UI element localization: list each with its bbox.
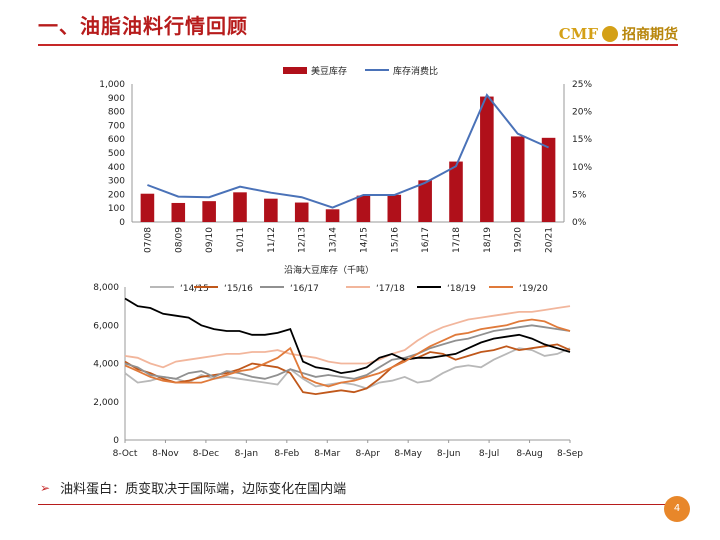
x-tick-label: 8-Apr bbox=[356, 449, 381, 459]
series-line bbox=[124, 297, 571, 375]
x-tick-label: 8-Feb bbox=[274, 449, 299, 459]
legend-label-line: ‘16/17 bbox=[290, 284, 319, 294]
x-tick-label: 15/16 bbox=[390, 227, 400, 253]
y-tick-label: 8,000 bbox=[93, 283, 119, 293]
y-tick-label-left: 100 bbox=[108, 204, 125, 214]
bar-stock bbox=[356, 195, 371, 222]
bar-stock bbox=[418, 180, 432, 222]
x-tick-label: 8-Jan bbox=[235, 449, 258, 459]
x-tick-label: 08/09 bbox=[174, 227, 184, 253]
x-tick-label: 20/21 bbox=[545, 227, 555, 253]
y-tick-label: 4,000 bbox=[93, 360, 119, 370]
legend-swatch-bar bbox=[283, 67, 307, 74]
y-tick-label-left: 1,000 bbox=[99, 80, 125, 90]
series-line bbox=[124, 324, 571, 380]
y-tick-label-left: 400 bbox=[108, 163, 125, 173]
bar-stock bbox=[387, 194, 402, 222]
y-tick-label-left: 500 bbox=[108, 149, 125, 159]
x-tick-label: 8-May bbox=[394, 449, 422, 459]
y-tick-label-left: 900 bbox=[108, 94, 125, 104]
page-number: 4 bbox=[664, 496, 690, 522]
y-tick-label-left: 600 bbox=[108, 135, 125, 145]
x-tick-label: 14/15 bbox=[359, 227, 369, 253]
y-tick-label-right: 20% bbox=[572, 108, 592, 118]
bar-stock bbox=[202, 201, 216, 222]
x-tick-label: 8-Dec bbox=[193, 449, 219, 459]
bullet-point: ➢ 油料蛋白：质变取决于国际端，边际变化在国内端 bbox=[40, 478, 347, 498]
y-tick-label-right: 10% bbox=[572, 163, 592, 173]
bar-stock bbox=[449, 161, 463, 222]
series-line bbox=[124, 347, 571, 390]
x-tick-label: 07/08 bbox=[143, 227, 153, 253]
series-line bbox=[124, 305, 571, 369]
x-tick-label: 8-Mar bbox=[314, 449, 340, 459]
y-tick-label-right: 15% bbox=[572, 135, 592, 145]
x-tick-label: 10/11 bbox=[236, 227, 246, 253]
legend-label-line: ‘17/18 bbox=[376, 284, 405, 294]
brand-logo: CMF 招商期货 bbox=[559, 24, 678, 44]
legend-label-bar: 美豆库存 bbox=[311, 65, 347, 77]
x-tick-label: 16/17 bbox=[421, 227, 431, 253]
legend-label-line: ‘15/16 bbox=[224, 284, 253, 294]
x-tick-label: 18/19 bbox=[483, 227, 493, 253]
bar-stock bbox=[541, 137, 556, 222]
title-rule bbox=[38, 44, 678, 46]
bar-stock bbox=[480, 96, 494, 222]
bar-stock bbox=[171, 202, 186, 222]
bar-stock bbox=[233, 192, 247, 222]
x-tick-label: 19/20 bbox=[514, 227, 524, 253]
x-tick-label: 8-Aug bbox=[516, 449, 542, 459]
y-tick-label-left: 300 bbox=[108, 177, 125, 187]
x-tick-label: 11/12 bbox=[267, 227, 277, 253]
y-tick-label-right: 5% bbox=[572, 190, 587, 200]
bar-stock bbox=[294, 202, 309, 222]
x-tick-label: 8-Jul bbox=[479, 449, 499, 459]
bullet-arrow-icon: ➢ bbox=[40, 480, 51, 495]
series-line bbox=[124, 343, 571, 396]
x-tick-label: 17/18 bbox=[452, 227, 462, 253]
logo-cmf: CMF bbox=[558, 25, 598, 43]
bottom-rule bbox=[38, 504, 678, 505]
x-tick-label: 8-Nov bbox=[152, 449, 179, 459]
y-tick-label-right: 0% bbox=[572, 218, 587, 228]
legend-label-line: ‘19/20 bbox=[519, 284, 548, 294]
y-tick-label-left: 800 bbox=[108, 108, 125, 118]
bar-stock bbox=[264, 198, 278, 222]
chart-title: 沿海大豆库存（千吨） bbox=[284, 264, 374, 276]
bar-stock bbox=[325, 209, 340, 222]
soybean-stock-chart: 美豆库存 库存消费比 0 100 200 300 400 500 600 700 800 900 1,0… bbox=[99, 65, 592, 253]
bar-stock bbox=[510, 136, 525, 222]
x-tick-label: 12/13 bbox=[298, 227, 308, 253]
page-title: 一、油脂油料行情回顾 bbox=[38, 14, 248, 38]
line-ratio bbox=[147, 93, 550, 209]
x-tick-label: 8-Oct bbox=[113, 449, 138, 459]
x-tick-label: 13/14 bbox=[329, 227, 339, 253]
legend-label-line: ‘14/15 bbox=[180, 284, 209, 294]
y-tick-label: 0 bbox=[113, 436, 119, 446]
y-tick-label-left: 200 bbox=[108, 190, 125, 200]
series-line bbox=[124, 318, 571, 388]
logo-cn: 招商期货 bbox=[622, 27, 678, 43]
y-tick-label-left: 700 bbox=[108, 121, 125, 131]
x-tick-label: 8-Sep bbox=[557, 449, 583, 459]
legend-label-line: ‘18/19 bbox=[447, 284, 476, 294]
y-tick-label: 2,000 bbox=[93, 398, 119, 408]
y-tick-label: 6,000 bbox=[93, 321, 119, 331]
y-tick-label-left: 0 bbox=[119, 218, 125, 228]
y-tick-label-right: 25% bbox=[572, 80, 592, 90]
x-tick-label: 8-Jun bbox=[437, 449, 461, 459]
x-tick-label: 09/10 bbox=[205, 227, 215, 253]
bullet-text: 油料蛋白：质变取决于国际端，边际变化在国内端 bbox=[60, 482, 347, 497]
logo-seal-icon bbox=[602, 26, 618, 42]
bar-stock bbox=[140, 193, 155, 222]
legend-label-line: 库存消费比 bbox=[393, 65, 438, 77]
